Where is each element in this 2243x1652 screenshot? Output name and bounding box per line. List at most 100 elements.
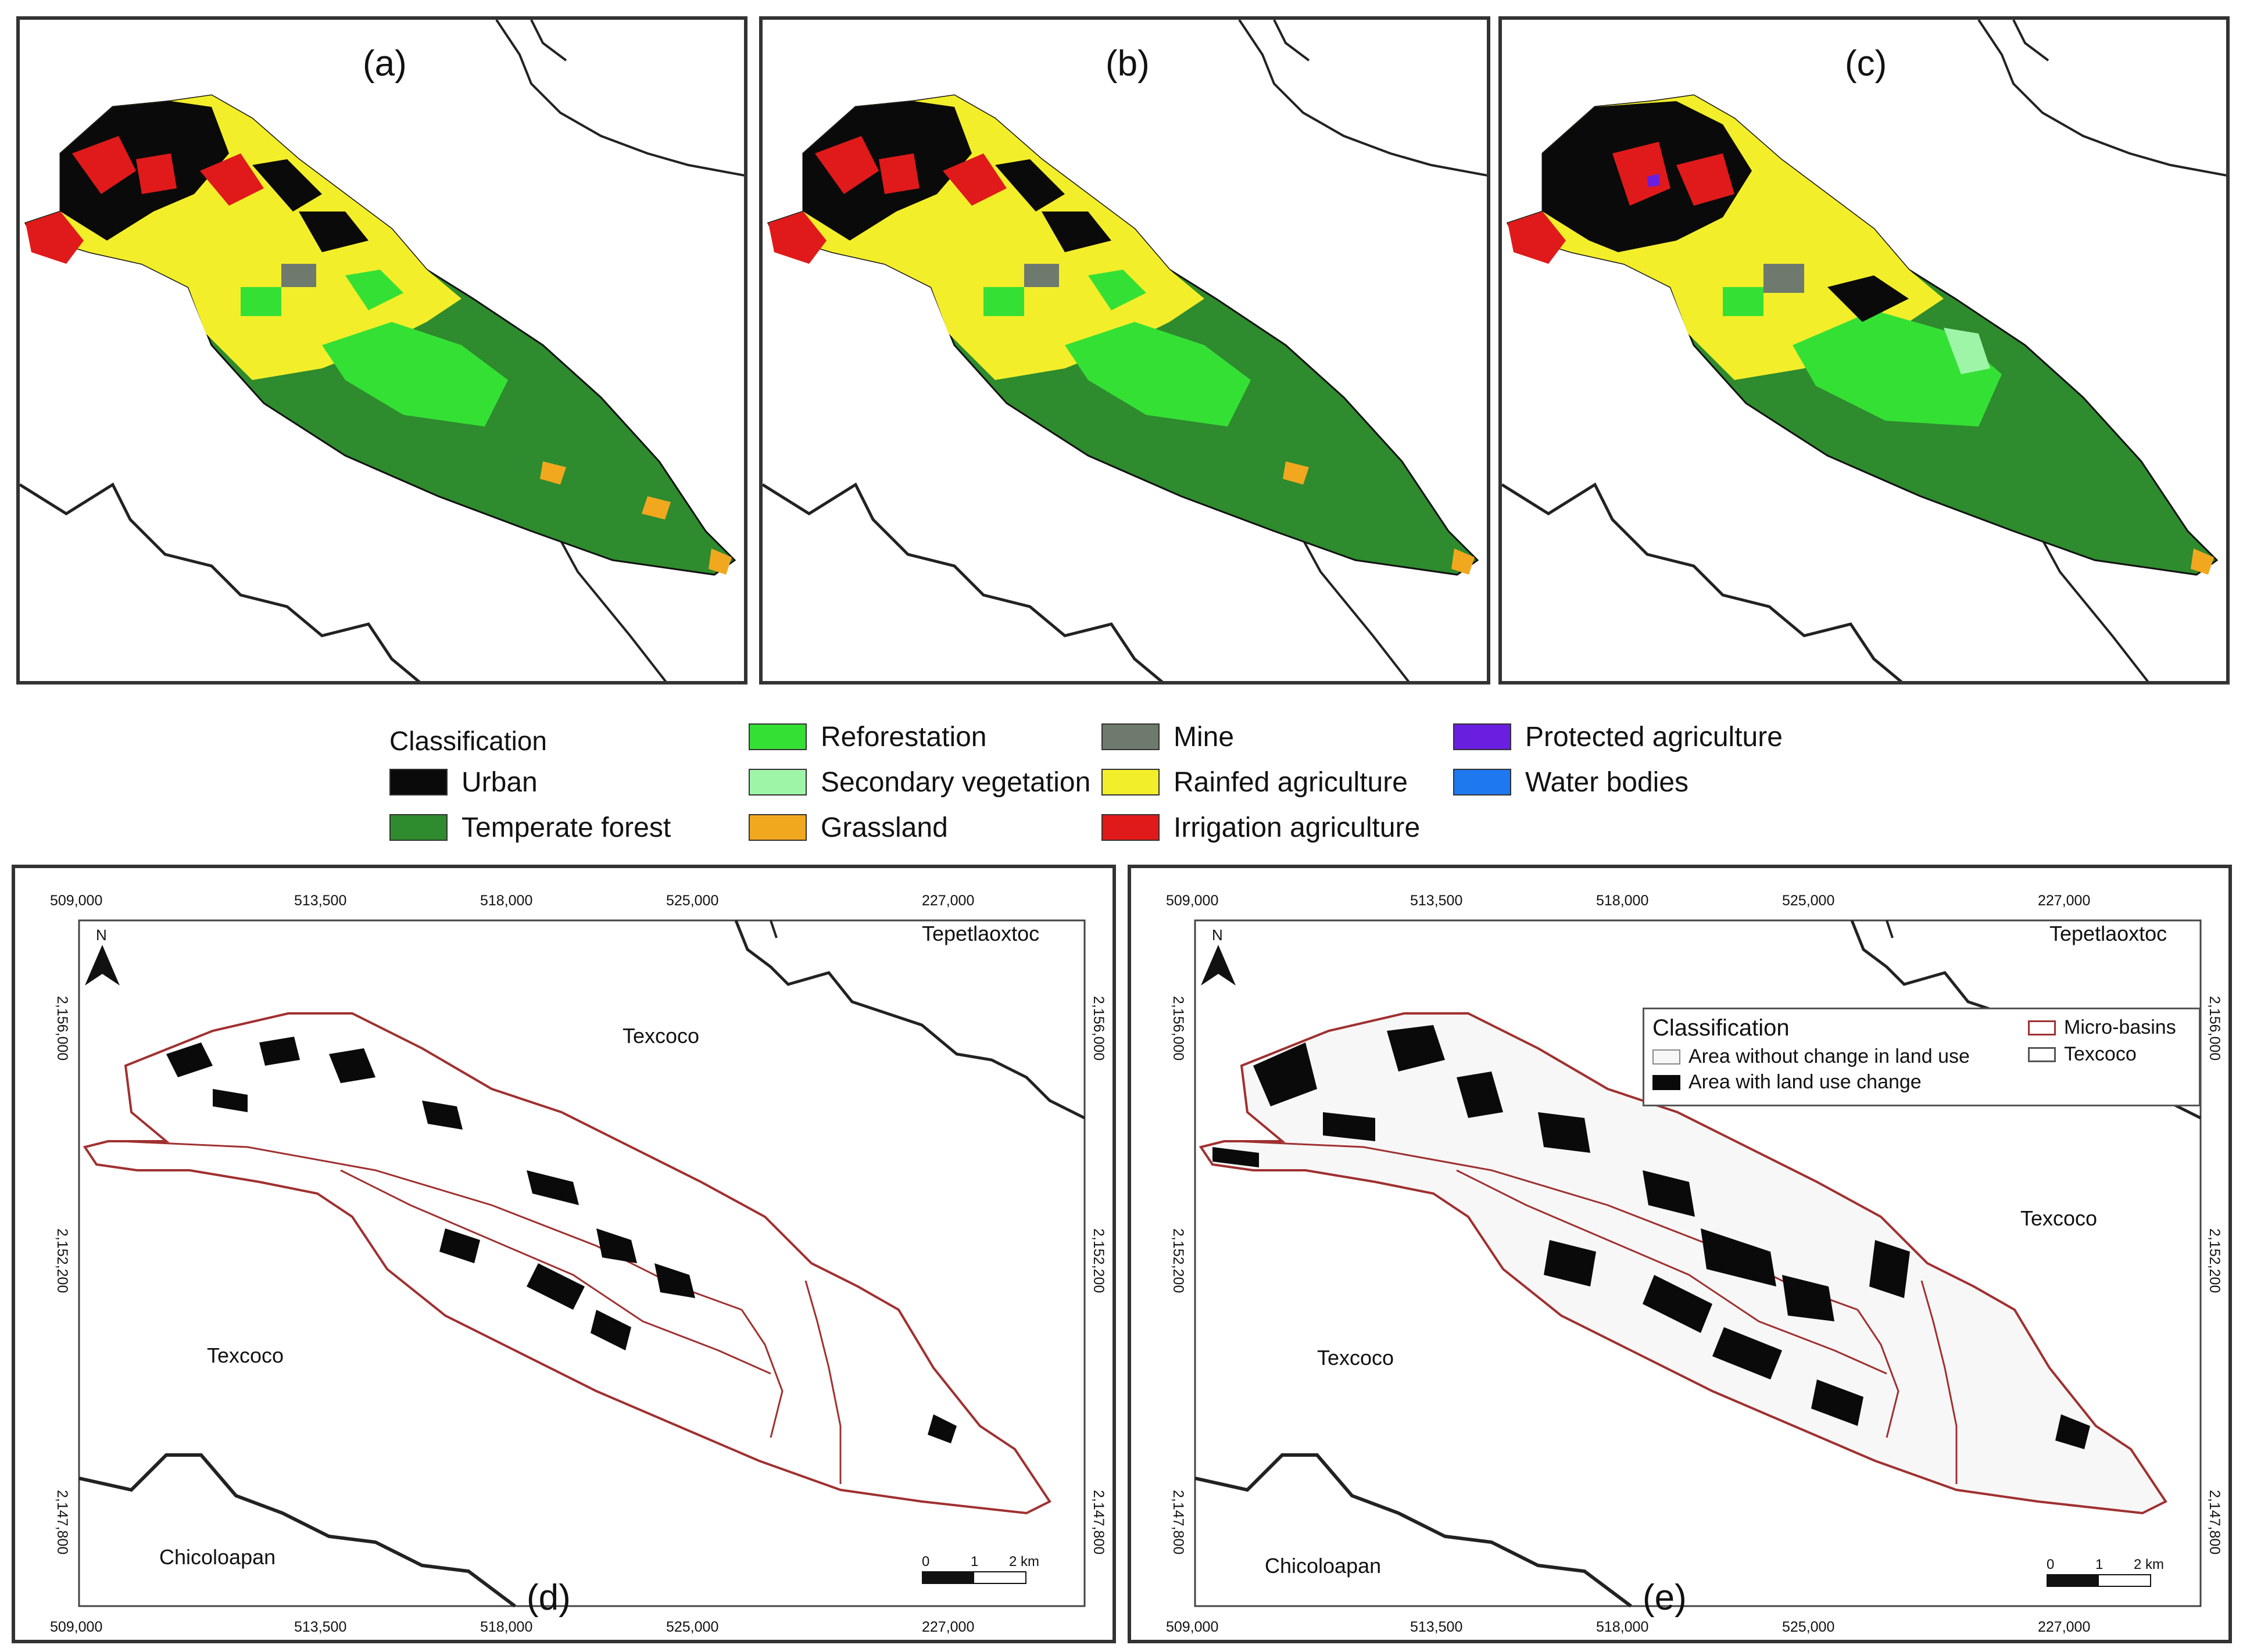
- y-tick: 2,152,200: [1090, 1228, 1107, 1293]
- legend-item-mine: Mine: [1101, 722, 1234, 752]
- swatch-mine: [1101, 723, 1160, 750]
- x-tick: 513,500: [1410, 1619, 1463, 1635]
- map-d-graphic: [78, 919, 1086, 1608]
- swatch-no-change: [1652, 1049, 1680, 1065]
- swatch-temperate-forest: [389, 814, 448, 841]
- legend-item-irrigation-agriculture: Irrigation agriculture: [1101, 812, 1420, 843]
- x-tick: 513,500: [294, 893, 347, 909]
- legend-label: Micro-basins: [2064, 1016, 2176, 1038]
- scale-label: 2 km: [2134, 1557, 2165, 1572]
- y-tick: 2,152,200: [54, 1228, 70, 1293]
- x-tick: 509,000: [1166, 1619, 1219, 1635]
- change-legend: Classification Area without change in la…: [1643, 1008, 2201, 1106]
- x-tick: 227,000: [2038, 893, 2091, 909]
- x-tick: 518,000: [1596, 893, 1649, 909]
- change-legend-title: Classification: [1652, 1015, 1790, 1041]
- legend-label: Grassland: [821, 812, 948, 843]
- x-tick: 227,000: [922, 893, 975, 909]
- map-c-graphic: [1502, 20, 2226, 681]
- legend-item-protected-agriculture: Protected agriculture: [1453, 722, 1783, 752]
- panel-label-a: (a): [363, 44, 407, 84]
- swatch-urban: [389, 769, 448, 795]
- panel-label-c: (c): [1845, 44, 1887, 84]
- map-e-graphic: [1194, 919, 2202, 1608]
- y-tick: 2,156,000: [1090, 996, 1107, 1061]
- x-tick: 509,000: [1166, 893, 1219, 909]
- north-label: N: [96, 926, 107, 944]
- scale-bar-black: [922, 1571, 974, 1584]
- y-tick: 2,147,800: [1170, 1490, 1186, 1555]
- place-texcoco-west: Texcoco: [1317, 1346, 1394, 1370]
- x-tick: 518,000: [480, 1619, 533, 1635]
- legend-change: Area with land use change: [1652, 1071, 1922, 1094]
- x-tick: 525,000: [666, 1619, 719, 1635]
- legend-label: Area with land use change: [1688, 1071, 1922, 1093]
- x-tick: 513,500: [294, 1619, 347, 1635]
- map-b-graphic: [763, 20, 1487, 681]
- swatch-micro-basins: [2028, 1020, 2056, 1035]
- panel-label-b: (b): [1106, 44, 1150, 84]
- legend-micro-basins: Micro-basins: [2028, 1016, 2176, 1039]
- legend-label: Water bodies: [1525, 766, 1689, 798]
- x-tick: 525,000: [666, 893, 719, 909]
- classification-legend: Classification Urban Temperate forest Re…: [389, 715, 1843, 854]
- map-a-graphic: [20, 20, 744, 681]
- swatch-reforestation: [749, 723, 807, 750]
- legend-item-urban: Urban: [389, 766, 538, 798]
- map-panel-a: (a): [16, 16, 747, 685]
- swatch-water-bodies: [1453, 769, 1511, 795]
- panel-label-d: (d): [527, 1578, 571, 1618]
- legend-texcoco: Texcoco: [2028, 1043, 2137, 1066]
- legend-label: Secondary vegetation: [821, 766, 1091, 798]
- map-panel-b: (b): [759, 16, 1490, 685]
- y-tick: 2,147,800: [1090, 1490, 1107, 1555]
- scale-bar-white: [2098, 1574, 2151, 1587]
- legend-label: Urban: [462, 766, 538, 798]
- swatch-irrigation-agriculture: [1101, 814, 1160, 841]
- y-tick: 2,156,000: [54, 996, 70, 1061]
- scale-label: 1: [971, 1554, 979, 1569]
- x-tick: 525,000: [1782, 893, 1835, 909]
- swatch-texcoco: [2028, 1047, 2056, 1062]
- x-tick: 227,000: [2038, 1619, 2091, 1635]
- place-chicoloapan: Chicoloapan: [1265, 1554, 1382, 1578]
- place-tepetlaoxtoc: Tepetlaoxtoc: [2049, 922, 2167, 945]
- swatch-protected-agriculture: [1453, 723, 1511, 750]
- y-tick: 2,147,800: [2206, 1490, 2223, 1555]
- scale-label: 1: [2095, 1557, 2104, 1572]
- x-tick: 513,500: [1410, 893, 1463, 909]
- legend-label: Area without change in land use: [1688, 1045, 1970, 1067]
- x-tick: 525,000: [1782, 1619, 1835, 1635]
- place-chicoloapan: Chicoloapan: [159, 1545, 276, 1569]
- legend-item-grassland: Grassland: [749, 812, 948, 843]
- legend-item-temperate-forest: Temperate forest: [389, 812, 671, 843]
- scale-bar-white: [973, 1571, 1026, 1584]
- x-tick: 509,000: [50, 893, 103, 909]
- legend-label: Temperate forest: [462, 812, 671, 843]
- y-tick: 2,152,200: [1170, 1228, 1186, 1293]
- legend-label: Irrigation agriculture: [1174, 812, 1421, 843]
- swatch-grassland: [749, 814, 807, 841]
- scale-label: 0: [922, 1554, 930, 1569]
- legend-label: Rainfed agriculture: [1174, 766, 1408, 798]
- swatch-rainfed-agriculture: [1101, 769, 1160, 795]
- legend-item-reforestation: Reforestation: [749, 722, 987, 752]
- place-texcoco-west: Texcoco: [207, 1343, 284, 1367]
- legend-no-change: Area without change in land use: [1652, 1045, 1970, 1068]
- legend-title: Classification: [389, 726, 547, 756]
- swatch-change: [1652, 1074, 1680, 1090]
- legend-item-secondary-vegetation: Secondary vegetation: [749, 766, 1091, 798]
- place-texcoco-north: Texcoco: [623, 1024, 700, 1048]
- scale-bar: 0 1 2 km: [922, 1554, 1044, 1589]
- y-tick: 2,156,000: [2206, 996, 2223, 1061]
- map-panel-d: Tepetlaoxtoc Texcoco Texcoco Chicoloapan…: [12, 865, 1116, 1643]
- legend-label: Protected agriculture: [1525, 721, 1783, 752]
- scale-label: 0: [2047, 1557, 2055, 1572]
- panel-label-e: (e): [1643, 1578, 1687, 1618]
- scale-bar-black: [2047, 1574, 2099, 1587]
- scale-bar: 0 1 2 km: [2047, 1557, 2169, 1592]
- legend-item-rainfed-agriculture: Rainfed agriculture: [1101, 766, 1408, 798]
- legend-item-water-bodies: Water bodies: [1453, 766, 1689, 798]
- map-panel-e: Tepetlaoxtoc Texcoco Texcoco Chicoloapan…: [1128, 865, 2232, 1643]
- north-label: N: [1212, 926, 1223, 944]
